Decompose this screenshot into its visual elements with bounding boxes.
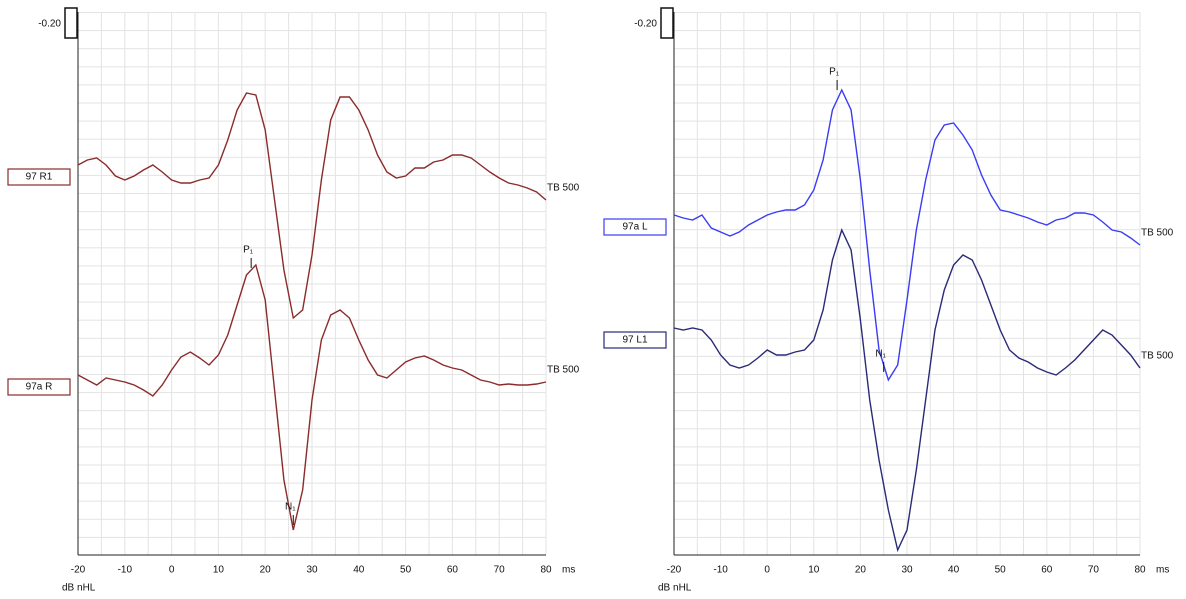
x-tick-label: 10 [213, 565, 225, 576]
stimulus-label: TB 500 [1141, 228, 1174, 239]
x-tick-label: 50 [995, 565, 1007, 576]
x-tick-label: 0 [169, 565, 175, 576]
scale-box [660, 7, 674, 39]
trace-label: 97a R [26, 382, 53, 393]
x-unit: ms [1156, 565, 1169, 576]
peak-label: P₁ [243, 245, 254, 256]
waveform [77, 263, 547, 531]
waveform [673, 88, 1141, 382]
x-tick-label: 80 [1134, 565, 1146, 576]
x-tick-label: 60 [447, 565, 459, 576]
trace-label-box [603, 331, 667, 349]
scale-box [64, 7, 78, 39]
x-tick-label: 70 [1088, 565, 1100, 576]
peak-label: N₁ [285, 502, 296, 513]
y-unit: dB nHL [62, 583, 96, 594]
x-tick-label: 60 [1041, 565, 1053, 576]
x-tick-label: 30 [306, 565, 318, 576]
waveform [673, 228, 1141, 553]
peak-label: N₁ [875, 349, 886, 360]
x-tick-label: -10 [713, 565, 728, 576]
x-tick-label: 20 [855, 565, 867, 576]
x-tick-label: -20 [667, 565, 682, 576]
x-tick-label: 20 [260, 565, 272, 576]
stimulus-label: TB 500 [547, 183, 580, 194]
waveform [77, 92, 547, 320]
x-unit: ms [562, 565, 575, 576]
x-tick-label: 50 [400, 565, 412, 576]
trace-label: 97 R1 [26, 172, 53, 183]
stimulus-label: TB 500 [1141, 351, 1174, 362]
x-tick-label: 10 [808, 565, 820, 576]
trace-label-box [7, 378, 71, 396]
y-unit: dB nHL [658, 583, 692, 594]
stimulus-label: TB 500 [547, 365, 580, 376]
x-tick-label: -10 [118, 565, 133, 576]
x-tick-label: 40 [353, 565, 365, 576]
trace-label-box [603, 218, 667, 236]
scale-label: -0.20 [38, 19, 61, 30]
x-tick-label: 40 [948, 565, 960, 576]
trace-label: 97a L [622, 222, 647, 233]
x-tick-label: 80 [540, 565, 552, 576]
x-tick-label: 70 [494, 565, 506, 576]
peak-label: P₁ [829, 67, 840, 78]
x-tick-label: -20 [71, 565, 86, 576]
x-tick-label: 30 [901, 565, 913, 576]
x-tick-label: 0 [764, 565, 770, 576]
trace-label: 97 L1 [622, 335, 647, 346]
trace-label-box [7, 168, 71, 186]
scale-label: -0.20 [634, 19, 657, 30]
